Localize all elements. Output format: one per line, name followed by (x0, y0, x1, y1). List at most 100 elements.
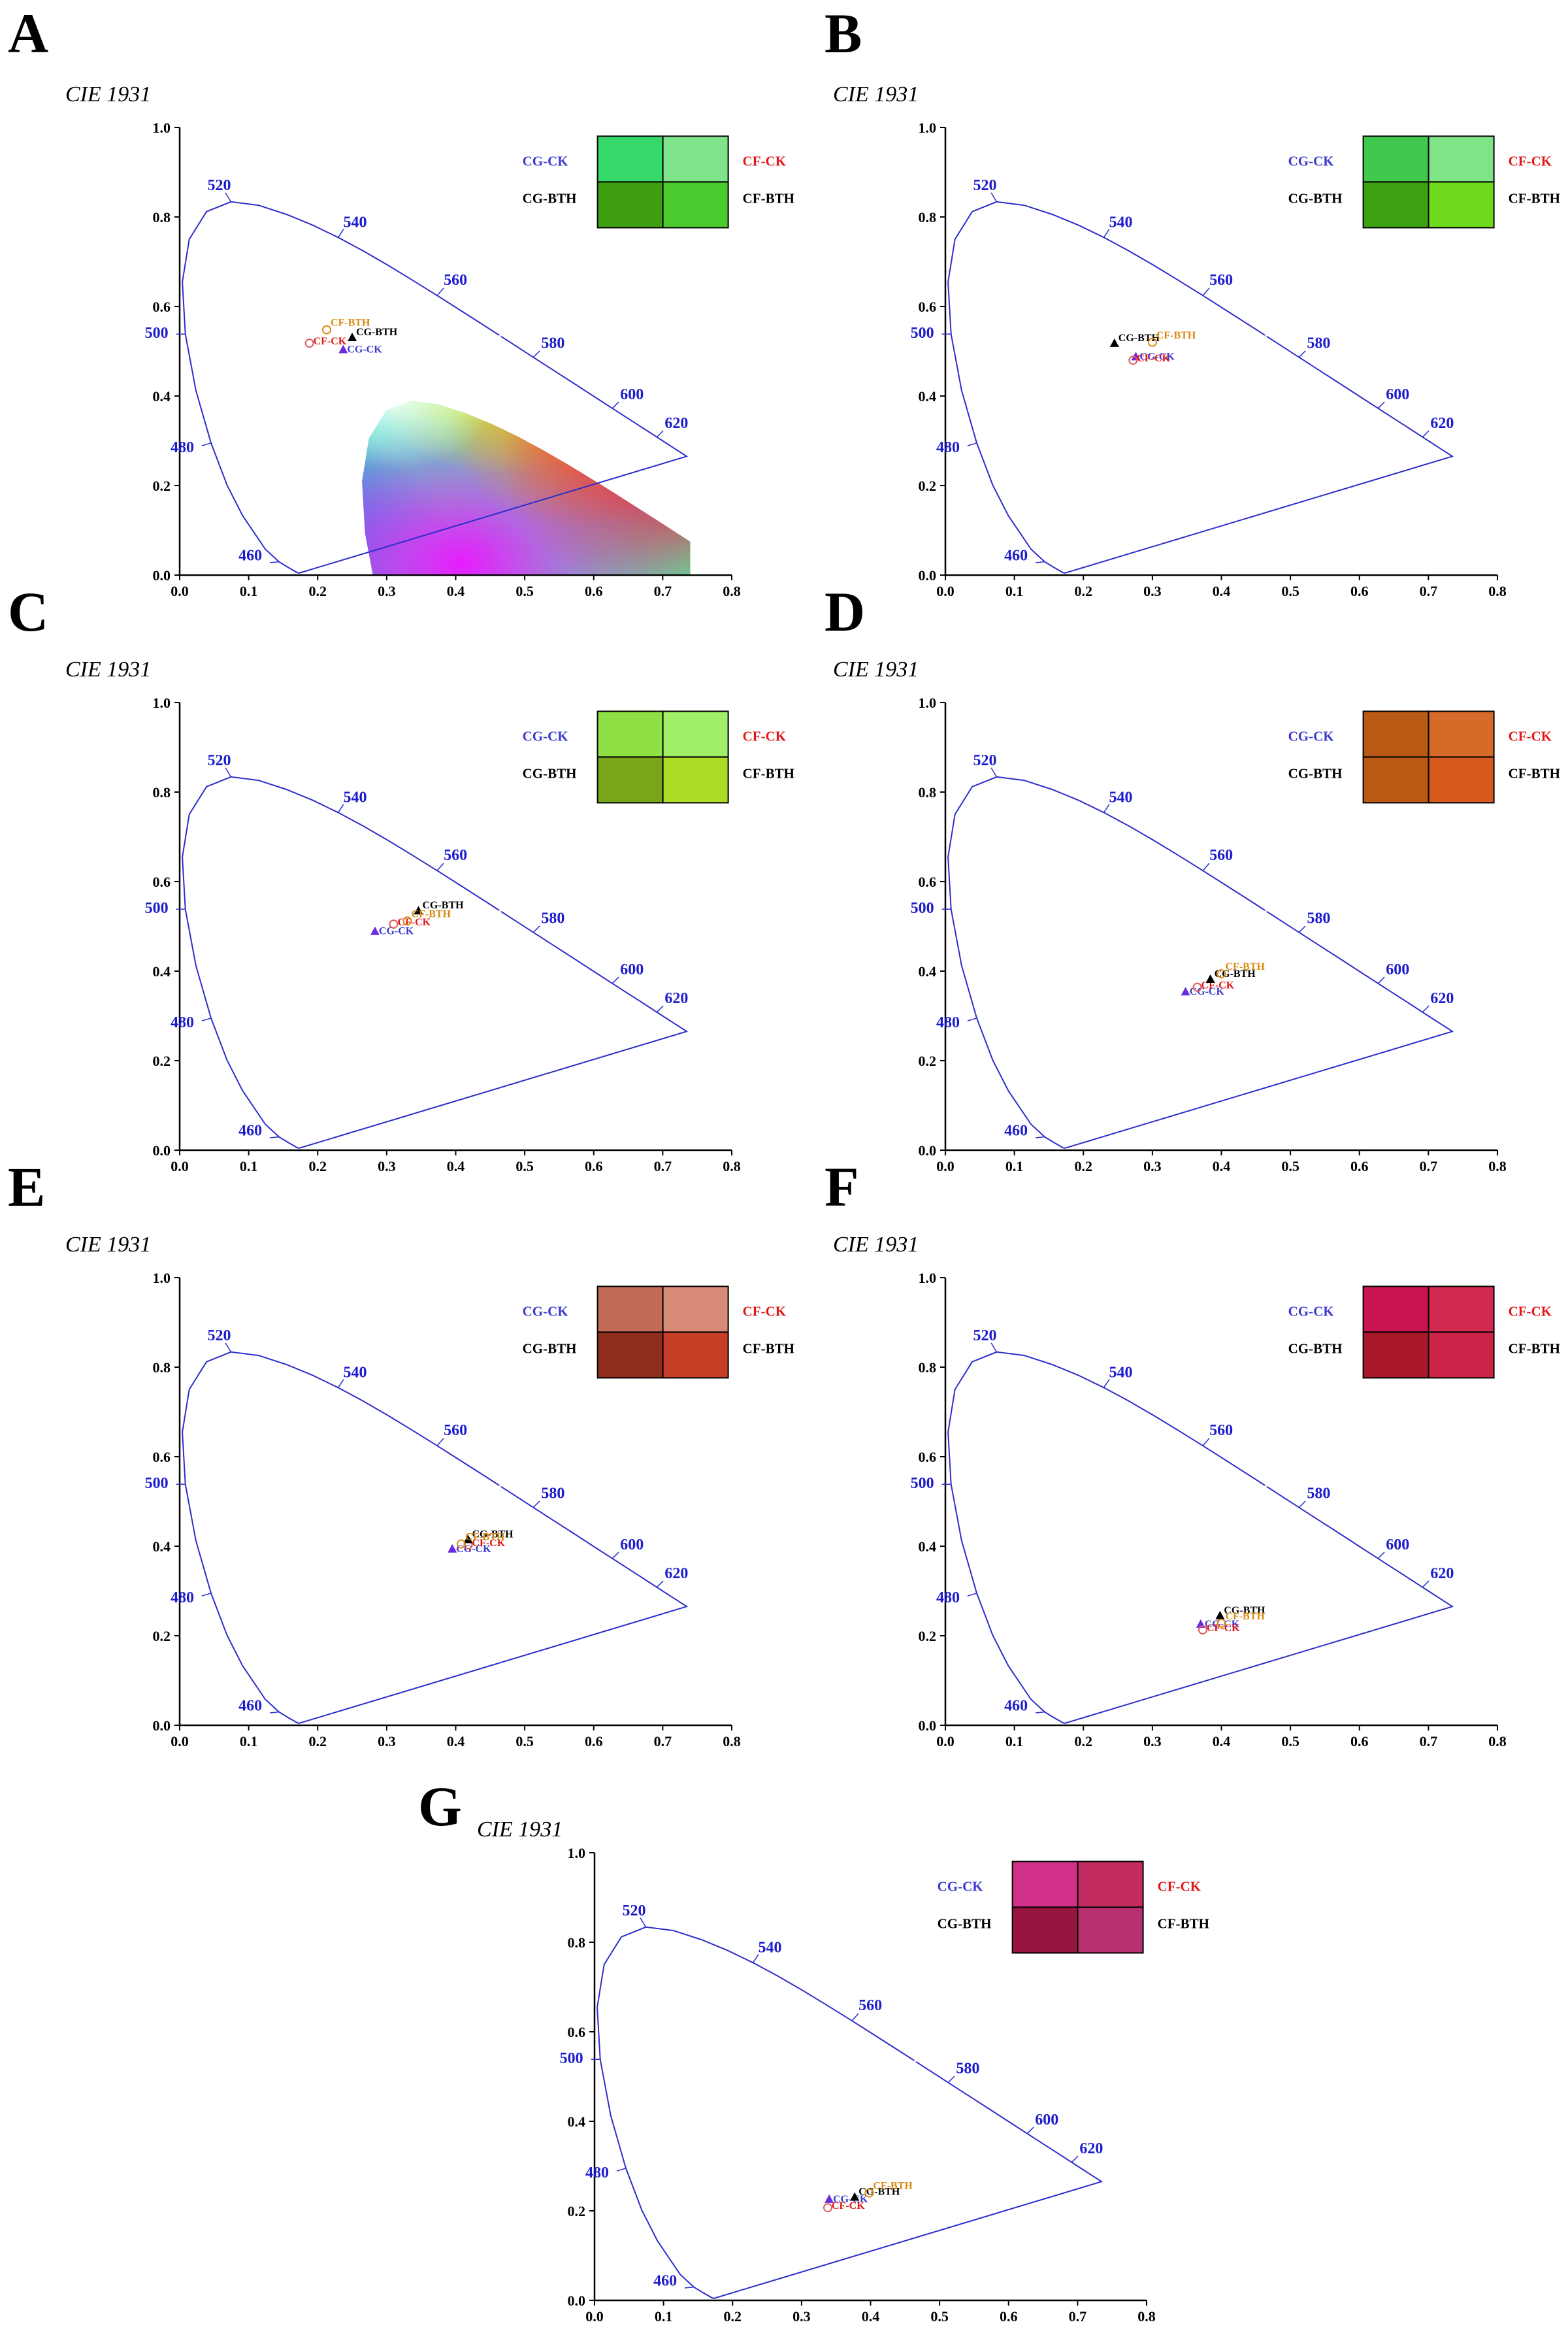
wavelength-tick (337, 804, 344, 813)
x-tick-label: 0.2 (309, 583, 327, 599)
wavelength-tick (337, 229, 344, 238)
wavelength-label: 540 (344, 789, 367, 806)
y-tick-label: 0.4 (919, 388, 937, 405)
x-tick-label: 0.0 (171, 1158, 189, 1174)
panel-letter: D (825, 580, 865, 643)
x-tick-label: 0.5 (930, 2308, 949, 2325)
x-tick-label: 0.4 (447, 1733, 465, 1749)
y-tick-label: 0.0 (568, 2293, 586, 2309)
x-tick-label: 0.4 (1213, 1158, 1231, 1174)
chromaticity-gamut (948, 1351, 1452, 1723)
wavelength-tick (640, 1917, 647, 1928)
x-tick-label: 0.5 (515, 1733, 534, 1749)
x-tick-label: 0.8 (1488, 1158, 1507, 1174)
wavelength-label: 540 (1109, 789, 1133, 806)
legend-label-cg-ck: CG-CK (1288, 1303, 1335, 1319)
wavelength-tick (270, 1711, 280, 1714)
x-tick-label: 0.0 (936, 1158, 955, 1174)
y-tick-label: 0.6 (153, 299, 171, 315)
legend-label-cg-bth: CG-BTH (1288, 190, 1343, 206)
chart-title: CIE 1931 (65, 657, 151, 682)
point-label: CF-CK (1137, 353, 1170, 364)
x-tick-label: 0.6 (1350, 1158, 1369, 1174)
wavelength-label: 460 (238, 1698, 262, 1715)
swatch-cf-bth (1428, 1331, 1495, 1379)
x-tick-label: 0.0 (171, 583, 189, 599)
panel-letter: A (8, 2, 48, 65)
y-tick-label: 1.0 (153, 695, 171, 711)
x-tick-label: 0.1 (240, 1733, 258, 1749)
wavelength-label: 620 (664, 1565, 688, 1582)
spectral-locus (947, 201, 1454, 574)
wavelength-label: 580 (1307, 335, 1330, 352)
wavelength-label: 500 (560, 2050, 583, 2067)
wavelength-tick (616, 2168, 627, 2172)
swatch-cf-ck (1428, 710, 1495, 758)
legend-label-cg-bth: CG-BTH (1288, 1340, 1343, 1356)
chromaticity-gamut (182, 1351, 687, 1723)
wavelength-tick (990, 767, 998, 778)
wavelength-label: 620 (1079, 2140, 1103, 2157)
wavelength-label: 580 (956, 2061, 979, 2078)
wavelength-label: 560 (444, 272, 467, 289)
x-tick-label: 0.4 (1213, 583, 1231, 599)
point-marker-cg-bth (1215, 1610, 1225, 1619)
wavelength-label: 520 (973, 752, 996, 769)
wavelength-tick (532, 925, 540, 933)
y-tick-label: 0.8 (568, 1934, 586, 1951)
wavelength-tick (1071, 2155, 1079, 2163)
point-label: CF-BTH (412, 908, 451, 919)
x-tick-label: 0.1 (1005, 583, 1024, 599)
wavelength-tick (1202, 288, 1210, 296)
x-tick-label: 0.8 (723, 1733, 741, 1749)
wavelength-label: 500 (911, 325, 934, 342)
legend-label-cg-ck: CG-CK (938, 1878, 984, 1894)
swatch-cg-ck (596, 1285, 664, 1333)
legend-label-cf-bth: CF-BTH (743, 190, 794, 206)
x-tick-label: 0.7 (654, 1158, 672, 1174)
swatch-cf-bth (662, 756, 729, 804)
wavelength-tick (225, 1342, 232, 1353)
swatch-cg-ck (1362, 1285, 1429, 1333)
wavelength-tick (532, 1500, 540, 1508)
y-tick-label: 0.8 (153, 1359, 171, 1376)
point-label: CF-CK (1201, 980, 1235, 991)
x-tick-label: 0.7 (1420, 1733, 1438, 1749)
wavelength-label: 460 (238, 1123, 262, 1140)
y-tick-label: 0.0 (919, 1717, 937, 1734)
wavelength-tick (967, 1593, 977, 1597)
swatch-cf-bth (662, 1331, 729, 1379)
x-tick-label: 0.8 (723, 583, 741, 599)
swatch-cg-ck (1362, 710, 1429, 758)
y-tick-label: 0.0 (919, 567, 937, 584)
wavelength-label: 560 (444, 847, 467, 864)
y-tick-label: 0.8 (919, 1359, 937, 1376)
point-label: CG-CK (379, 926, 414, 937)
wavelength-tick (851, 2013, 859, 2021)
wavelength-tick (1103, 229, 1110, 238)
legend-label-cf-bth: CF-BTH (743, 1340, 794, 1356)
spectral-locus (182, 776, 688, 1149)
point-label: CF-BTH (873, 2181, 913, 2192)
chart-title: CIE 1931 (65, 82, 151, 107)
legend-label-cg-bth: CG-BTH (938, 1915, 992, 1931)
x-tick-label: 0.3 (378, 1733, 396, 1749)
legend-label-cf-bth: CF-BTH (743, 765, 794, 781)
wavelength-label: 480 (171, 1589, 194, 1606)
swatch-cg-bth (1362, 756, 1429, 804)
x-tick-label: 0.1 (1005, 1733, 1024, 1749)
swatch-cf-ck (662, 135, 729, 183)
point-marker-cg-bth (414, 906, 423, 915)
y-tick-label: 0.2 (919, 1628, 937, 1644)
wavelength-label: 600 (620, 961, 644, 978)
point-marker-cg-ck (825, 2194, 834, 2203)
x-tick-label: 0.7 (1420, 1158, 1438, 1174)
wavelength-label: 620 (1430, 1565, 1454, 1582)
point-label: CG-CK (1140, 351, 1175, 362)
point-marker-cf-bth (1217, 1618, 1226, 1628)
x-tick-label: 0.2 (309, 1733, 327, 1749)
y-tick-label: 0.4 (568, 2113, 586, 2130)
